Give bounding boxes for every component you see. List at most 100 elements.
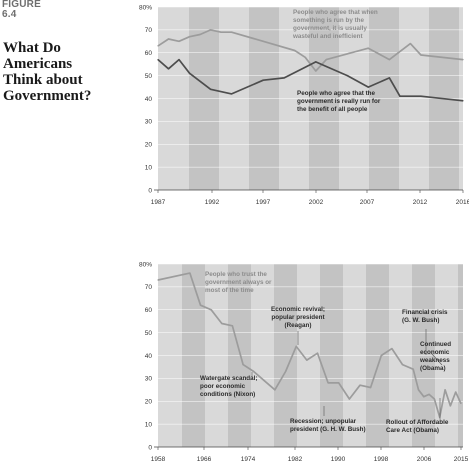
series-point bbox=[346, 75, 348, 77]
series-point bbox=[460, 402, 462, 405]
annotation-line: (Obama) bbox=[420, 365, 446, 372]
x-tick-label: 1987 bbox=[151, 199, 166, 206]
series-point bbox=[338, 382, 340, 384]
series-point bbox=[262, 79, 264, 81]
y-tick-label: 60 bbox=[145, 307, 153, 314]
annotation-line: government is really run for bbox=[297, 98, 381, 105]
series-point bbox=[221, 322, 223, 325]
y-tick-label: 20 bbox=[145, 142, 153, 149]
figure-label-word: FIGURE bbox=[2, 0, 41, 10]
x-tick-label: 2007 bbox=[360, 199, 375, 206]
x-tick-label: 2006 bbox=[417, 456, 432, 463]
annotation-line: poor economic bbox=[200, 383, 246, 390]
x-tick-label: 2016 bbox=[456, 199, 469, 206]
y-tick-label: 10 bbox=[145, 421, 153, 428]
annotation-3: Watergate scandal; poor economic condition… bbox=[200, 375, 258, 398]
series-point bbox=[231, 93, 233, 95]
series-point bbox=[401, 364, 404, 366]
series-point bbox=[367, 47, 369, 49]
series-point bbox=[199, 33, 201, 36]
series-point bbox=[325, 59, 327, 61]
series-point bbox=[220, 31, 222, 33]
y-tick-label: 70 bbox=[145, 284, 153, 291]
x-tick-label: 1997 bbox=[256, 199, 271, 206]
series-point bbox=[262, 40, 264, 42]
series-point bbox=[348, 398, 350, 400]
series-point bbox=[306, 359, 308, 361]
series-point bbox=[462, 59, 464, 61]
series-point bbox=[178, 59, 180, 61]
annotation-6: Continued economic weakness (Obama) bbox=[419, 341, 451, 372]
series-point bbox=[428, 393, 430, 395]
series-point bbox=[388, 59, 390, 61]
x-tick-label: 2012 bbox=[413, 199, 428, 206]
annotation-line: People who agree that when bbox=[293, 9, 378, 16]
annotation-line: government always or bbox=[205, 279, 272, 286]
figure-title: What Do Americans Think about Government… bbox=[3, 40, 92, 104]
series-point bbox=[327, 382, 329, 384]
y-tick-label: 80% bbox=[139, 4, 152, 11]
annotation-line: People who agree that the bbox=[297, 90, 376, 97]
series-point bbox=[209, 88, 212, 90]
annotation-line: Rollout of Affordable bbox=[386, 419, 449, 426]
annotation-line: wasteful and inefficient bbox=[292, 33, 364, 40]
series-point bbox=[388, 77, 390, 79]
series-point bbox=[315, 70, 317, 72]
y-tick-label: 50 bbox=[145, 330, 153, 337]
series-line-2 bbox=[157, 58, 464, 102]
y-tick-label: 40 bbox=[145, 96, 153, 103]
series-point bbox=[359, 384, 361, 386]
series-point bbox=[189, 272, 191, 274]
series-point bbox=[209, 29, 212, 31]
annotation-line: government, it is usually bbox=[293, 25, 367, 32]
annotation-2: Economic revival; popular president (Reaga… bbox=[271, 306, 325, 329]
series-point bbox=[420, 54, 422, 56]
annotation-5: Financial crisis (G. W. Bush) bbox=[402, 309, 448, 324]
x-tick-label: 1966 bbox=[197, 456, 212, 463]
series-point bbox=[316, 352, 319, 354]
series-point bbox=[370, 386, 372, 389]
annotation-line: Recession; unpopular bbox=[290, 418, 357, 425]
annotation-leader bbox=[431, 353, 443, 366]
y-tick-label: 70 bbox=[145, 27, 153, 34]
series-point bbox=[294, 49, 296, 52]
annotation-line: Financial crisis bbox=[402, 309, 448, 316]
annotation-line: president (G. H. W. Bush) bbox=[290, 426, 366, 433]
series-point bbox=[284, 370, 287, 373]
series-point bbox=[188, 72, 191, 74]
figure-label-number: 6.4 bbox=[2, 9, 17, 20]
annotation-line: Economic revival; bbox=[271, 306, 325, 313]
series-line-1 bbox=[157, 272, 462, 419]
y-tick-label: 50 bbox=[145, 73, 153, 80]
annotation-line: the benefit of all people bbox=[297, 106, 368, 113]
y-tick-label: 80% bbox=[139, 261, 152, 268]
annotation-line: (G. W. Bush) bbox=[402, 317, 439, 324]
series-point bbox=[231, 325, 234, 327]
series-point bbox=[178, 40, 180, 42]
annotation-line: Continued bbox=[420, 341, 451, 348]
annotation-line: (Reagan) bbox=[285, 322, 312, 329]
series-point bbox=[420, 95, 422, 97]
x-tick-label: 1998 bbox=[374, 456, 389, 463]
annotation-line: popular president bbox=[271, 314, 325, 321]
series-point bbox=[157, 45, 159, 47]
annotation-line: People who trust the bbox=[205, 271, 267, 278]
series-point bbox=[449, 405, 451, 407]
series-point bbox=[433, 398, 436, 400]
series-point bbox=[167, 38, 170, 40]
y-tick-label: 40 bbox=[145, 353, 153, 360]
series-point bbox=[455, 391, 457, 393]
series-point bbox=[391, 348, 393, 350]
series-point bbox=[157, 279, 159, 281]
annotation-7: Rollout of Affordable Care Act (Obama) bbox=[386, 419, 449, 434]
series-point bbox=[399, 95, 401, 97]
series-point bbox=[188, 36, 191, 38]
series-point bbox=[274, 389, 276, 391]
series-point bbox=[325, 65, 327, 68]
annotation-line: Care Act (Obama) bbox=[386, 427, 439, 434]
series-point bbox=[417, 389, 420, 391]
series-point bbox=[304, 56, 306, 58]
series-point bbox=[283, 77, 285, 79]
series-point bbox=[412, 368, 414, 370]
